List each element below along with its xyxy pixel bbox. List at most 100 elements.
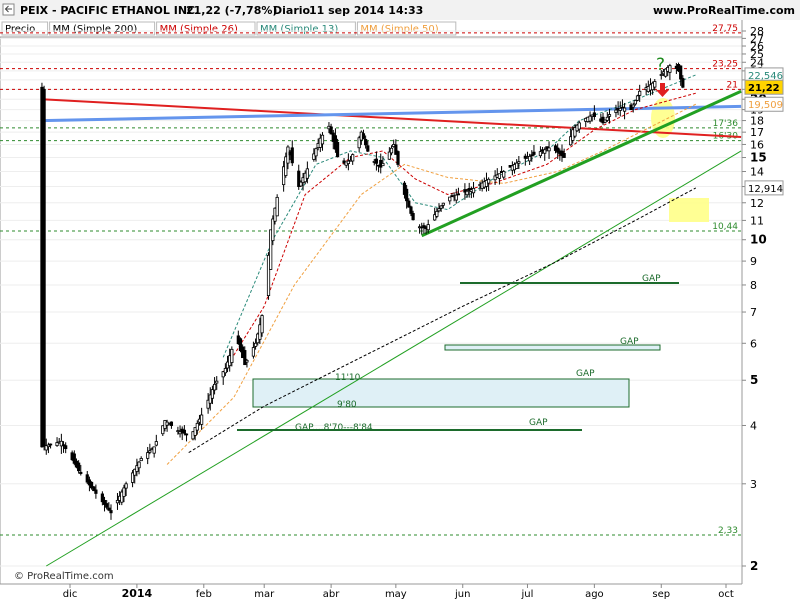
candle-body-44 <box>169 421 174 426</box>
legend-item-box-0 <box>1 21 49 36</box>
ma-line-1 <box>166 103 697 465</box>
annotations-layer: GAP GAP GAP GAP GAP....8'70---8'84 11'10… <box>237 55 679 433</box>
target-highlight <box>669 198 709 222</box>
x-tick-label-5: may <box>385 589 407 600</box>
candle-body-177 <box>573 127 577 137</box>
y-tick-label-8: 10 <box>750 233 767 247</box>
candle-body-56 <box>208 394 212 404</box>
candle-body-190 <box>614 109 618 113</box>
candle-body-192 <box>618 107 622 111</box>
level-980-label: 9'80 <box>337 400 357 410</box>
y-tick-label-9: 11 <box>750 214 764 227</box>
candle-body-33 <box>137 461 141 469</box>
candle-body-120 <box>402 182 407 195</box>
candle-body-104 <box>351 154 355 162</box>
candle-body-152 <box>497 173 502 179</box>
level-label-2: 21 <box>727 80 738 90</box>
candle-body-189 <box>607 114 612 117</box>
candle-body-8 <box>61 444 66 447</box>
candle-body-131 <box>435 210 439 217</box>
candle-body-20 <box>100 493 104 503</box>
candle-body-91 <box>314 148 318 157</box>
y-axis-panel <box>742 20 800 600</box>
y-tick-label-22: 24 <box>750 56 764 69</box>
gap-zone-box <box>252 378 630 408</box>
candle-body-23 <box>107 507 111 511</box>
candle-body-121 <box>405 188 409 202</box>
candle-body-132 <box>437 208 441 212</box>
candle-body-79 <box>275 196 279 217</box>
candle-body-144 <box>471 187 476 194</box>
candle-body-187 <box>603 119 607 123</box>
x-tick-label-10: oct <box>718 589 734 600</box>
y-tick-label-23: 25 <box>750 48 764 61</box>
trend-line-0 <box>41 98 742 138</box>
candle-body-154 <box>502 171 506 178</box>
x-tick-label-0: dic <box>63 589 78 600</box>
candle-body-55 <box>206 399 210 409</box>
level-1110-label: 11'10 <box>335 373 361 383</box>
candle-body-19 <box>94 489 98 494</box>
candle-body-122 <box>407 200 411 208</box>
gap-label-2: GAP <box>620 337 639 347</box>
candle-body-58 <box>212 383 217 391</box>
candle-body-81 <box>284 156 288 176</box>
trend-line-2 <box>421 89 742 238</box>
candle-body-30 <box>130 472 135 483</box>
candle-body-199 <box>638 90 642 96</box>
candle-body-118 <box>394 144 398 155</box>
candle-body-22 <box>105 503 109 508</box>
candle-body-14 <box>79 471 83 474</box>
candle-body-39 <box>154 441 158 446</box>
candle-body-32 <box>135 465 139 472</box>
candle-body-129 <box>426 224 430 231</box>
candle-body-57 <box>210 389 215 399</box>
legend-item-3: MM (Simple 13) <box>260 24 338 35</box>
candle-body-134 <box>441 202 445 206</box>
legend-item-0: Precio <box>5 24 35 35</box>
y-axis: 2345678910111213141516171819202122232425… <box>742 25 767 573</box>
candle-body-74 <box>260 315 264 334</box>
y-tick-label-26: 28 <box>750 25 764 38</box>
x-tick-label-1: 2014 <box>122 587 153 600</box>
y-tick-label-7: 9 <box>750 255 757 268</box>
candle-body-13 <box>77 462 81 472</box>
candle-body-164 <box>532 151 536 155</box>
candle-body-150 <box>493 175 497 181</box>
candle-body-31 <box>133 468 137 476</box>
y-tick-label-10: 12 <box>750 197 764 210</box>
x-tick-label-3: mar <box>254 589 275 600</box>
candle-body-11 <box>72 453 76 464</box>
x-tick-label-4: abr <box>323 589 340 600</box>
y-tick-label-0: 2 <box>750 559 758 573</box>
legend-item-1: MM (Simple 200) <box>53 24 138 35</box>
candle-body-109 <box>366 145 370 152</box>
gap-label-1: GAP <box>642 274 661 284</box>
y-tick-label-3: 5 <box>750 373 758 387</box>
candle-body-89 <box>305 168 309 179</box>
candle-body-38 <box>152 446 156 454</box>
candle-body-196 <box>631 104 635 108</box>
gap-label-4: GAP <box>529 418 548 428</box>
arrow-icon <box>4 5 12 13</box>
candle-body-162 <box>528 156 532 162</box>
level-label-5: 10,44 <box>712 222 738 232</box>
candle-body-15 <box>85 474 89 483</box>
candle-body-174 <box>562 152 566 158</box>
y-tick-label-24: 26 <box>750 40 764 53</box>
candle-body-1 <box>42 88 46 447</box>
candle-body-115 <box>387 151 391 160</box>
y-tick-label-5: 7 <box>750 306 757 319</box>
candle-body-167 <box>543 149 547 154</box>
y-tick-label-13: 15 <box>750 151 767 165</box>
candle-body-209 <box>668 65 672 73</box>
footer-copyright: © ProRealTime.com <box>14 571 114 582</box>
candle-body-84 <box>290 147 294 164</box>
candle-body-75 <box>266 254 271 297</box>
candle-body-76 <box>269 229 273 270</box>
x-axis: dic 2014 feb mar abr may jun jul ago sep oct <box>63 584 734 600</box>
candle-body-2 <box>44 445 48 451</box>
y-tick-label-12: 14 <box>750 166 764 179</box>
